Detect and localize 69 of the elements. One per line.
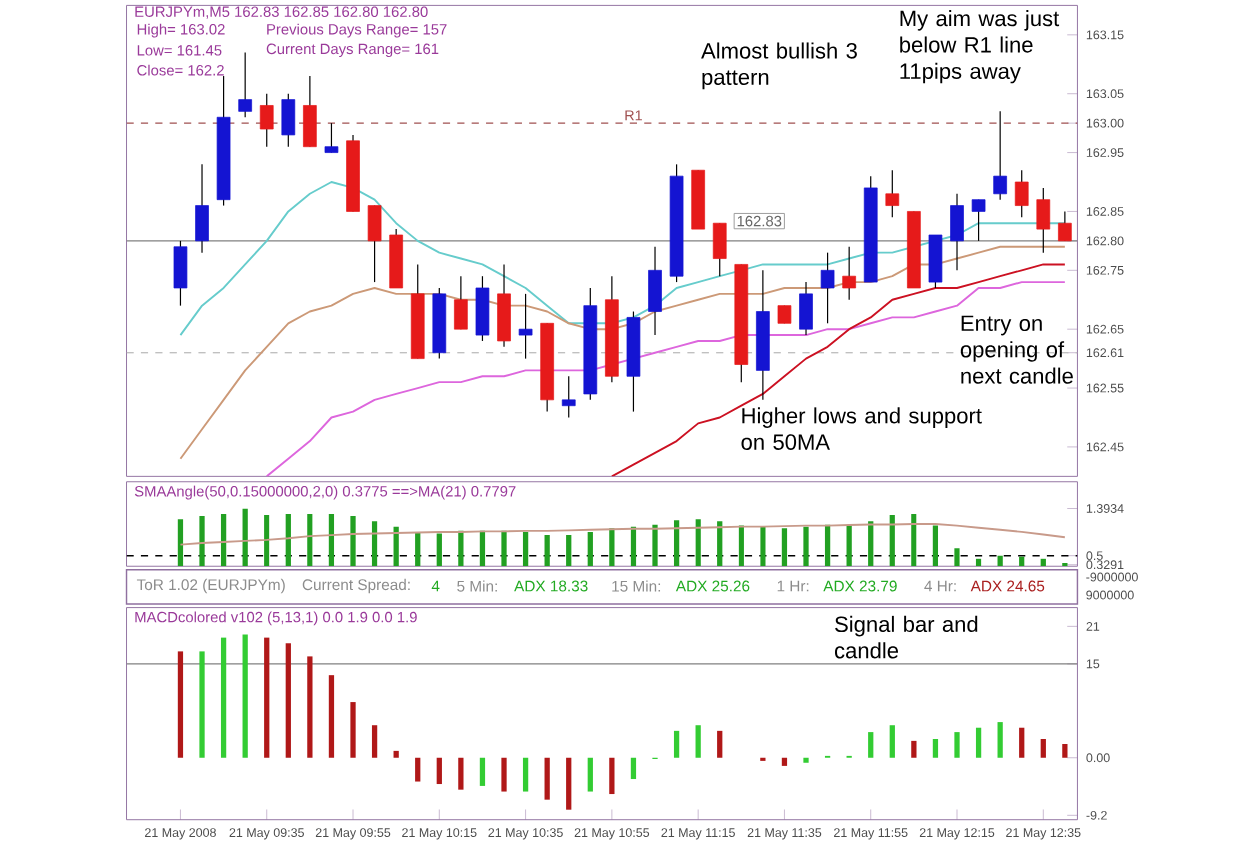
candlestick bbox=[648, 246, 662, 337]
candlestick bbox=[971, 199, 986, 242]
bar bbox=[242, 634, 248, 759]
bar bbox=[458, 758, 464, 791]
candlestick bbox=[799, 281, 813, 337]
candlestick bbox=[712, 223, 727, 278]
bar bbox=[393, 751, 399, 759]
bar bbox=[177, 651, 184, 759]
bar bbox=[889, 725, 895, 759]
candlestick bbox=[561, 376, 576, 419]
candlestick bbox=[1058, 211, 1072, 242]
bar bbox=[566, 758, 572, 811]
bar bbox=[868, 732, 874, 759]
candlestick bbox=[1014, 170, 1029, 219]
candlestick bbox=[238, 52, 252, 119]
bar bbox=[220, 638, 227, 759]
bar bbox=[1062, 744, 1068, 759]
bar bbox=[911, 741, 917, 759]
candlestick bbox=[259, 93, 274, 148]
candlestick bbox=[993, 111, 1007, 201]
bar bbox=[781, 758, 788, 767]
candlestick bbox=[820, 252, 835, 325]
annotation: Higher lows and support on 50MA bbox=[741, 407, 982, 451]
bar bbox=[954, 732, 960, 759]
bar bbox=[1019, 728, 1025, 759]
bar bbox=[285, 643, 291, 759]
bar bbox=[350, 702, 356, 759]
bar bbox=[522, 758, 529, 793]
bar bbox=[975, 728, 982, 759]
candlestick bbox=[195, 164, 209, 254]
annotation: My aim was just below R1 line 11pips away bbox=[900, 10, 1060, 84]
bar bbox=[695, 725, 701, 759]
candlestick bbox=[950, 193, 964, 272]
candlestick bbox=[367, 205, 382, 284]
bar bbox=[1040, 739, 1046, 759]
bar bbox=[630, 758, 637, 780]
line-series bbox=[179, 523, 1066, 547]
bar bbox=[436, 758, 442, 785]
candlestick bbox=[885, 170, 900, 219]
candlestick bbox=[303, 75, 317, 148]
bar bbox=[328, 675, 335, 759]
candlestick bbox=[928, 234, 943, 290]
bar bbox=[587, 758, 593, 793]
bar bbox=[199, 651, 205, 759]
bar bbox=[673, 731, 680, 759]
bar bbox=[997, 722, 1003, 759]
annotation: Entry on opening of next candle bbox=[960, 316, 1073, 385]
bar bbox=[264, 638, 270, 759]
candlestick bbox=[475, 276, 490, 343]
candlestick bbox=[324, 123, 339, 154]
annotation: Almost bullish 3 pattern bbox=[701, 42, 857, 90]
bar bbox=[544, 758, 550, 801]
bar bbox=[371, 725, 378, 759]
candlestick bbox=[1036, 187, 1051, 254]
bar bbox=[717, 731, 723, 759]
bar bbox=[803, 758, 809, 764]
bar bbox=[609, 758, 615, 795]
annotation: Signal bar and candle bbox=[834, 616, 978, 659]
bar bbox=[307, 656, 313, 759]
bar bbox=[479, 758, 486, 787]
bar bbox=[501, 758, 507, 793]
bar bbox=[932, 739, 939, 759]
candlestick bbox=[173, 240, 188, 307]
candlestick bbox=[518, 293, 533, 360]
candlestick bbox=[281, 93, 296, 148]
candlestick bbox=[497, 264, 511, 348]
candlestick bbox=[454, 276, 468, 331]
candlestick bbox=[842, 246, 856, 301]
bar bbox=[415, 758, 421, 783]
